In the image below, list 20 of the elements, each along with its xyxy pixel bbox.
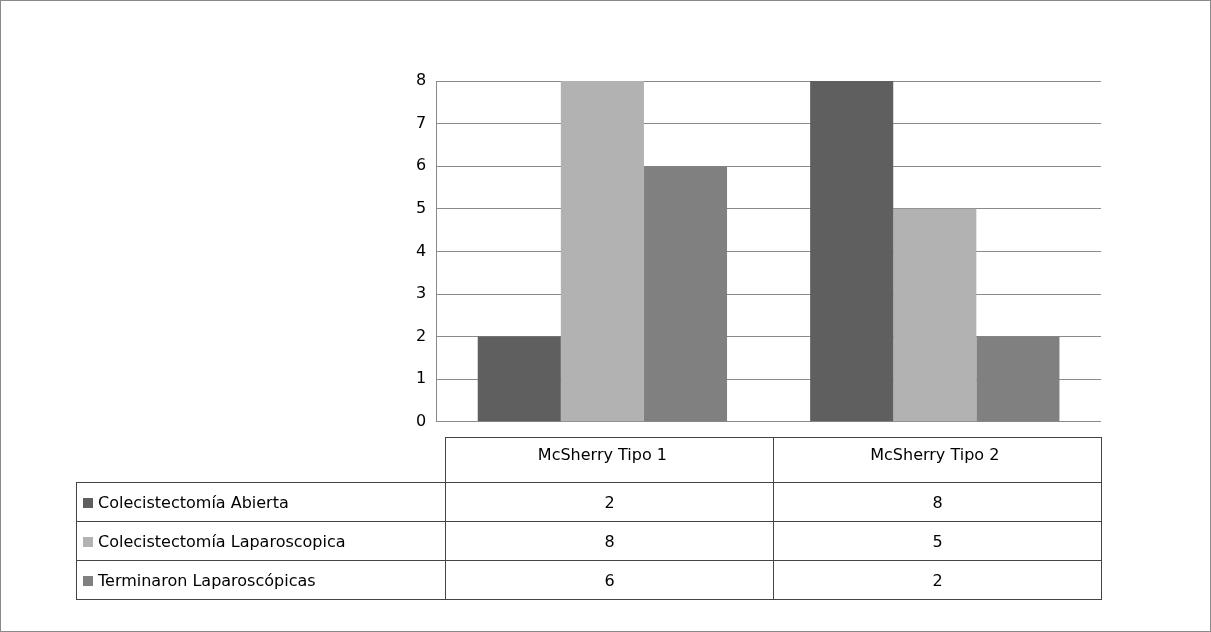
data-label: 2 — [445, 482, 774, 522]
legend-label: Colecistectomía Laparoscopica — [76, 521, 446, 561]
x-tick-label: McSherry Tipo 1 — [537, 444, 667, 464]
data-label: 8 — [445, 521, 774, 561]
data-label: 5 — [773, 521, 1102, 561]
y-tick-label: 8 — [415, 70, 427, 90]
y-tick-label: 3 — [415, 283, 427, 303]
legend-label: Colecistectomía Abierta — [76, 482, 446, 522]
data-label: 6 — [445, 560, 774, 600]
y-tick-label: 7 — [415, 112, 427, 132]
y-tick-label: 1 — [415, 368, 427, 388]
legend-label: Terminaron Laparoscópicas — [76, 560, 446, 600]
y-tick-label: 4 — [415, 240, 427, 260]
data-label: 8 — [773, 482, 1102, 522]
y-tick-label: 5 — [415, 197, 427, 217]
y-tick-label: 0 — [415, 410, 427, 430]
y-tick-label: 6 — [415, 155, 427, 175]
y-tick-label: 2 — [415, 325, 427, 345]
data-label: 2 — [773, 560, 1102, 600]
x-tick-label: McSherry Tipo 2 — [870, 444, 1000, 464]
